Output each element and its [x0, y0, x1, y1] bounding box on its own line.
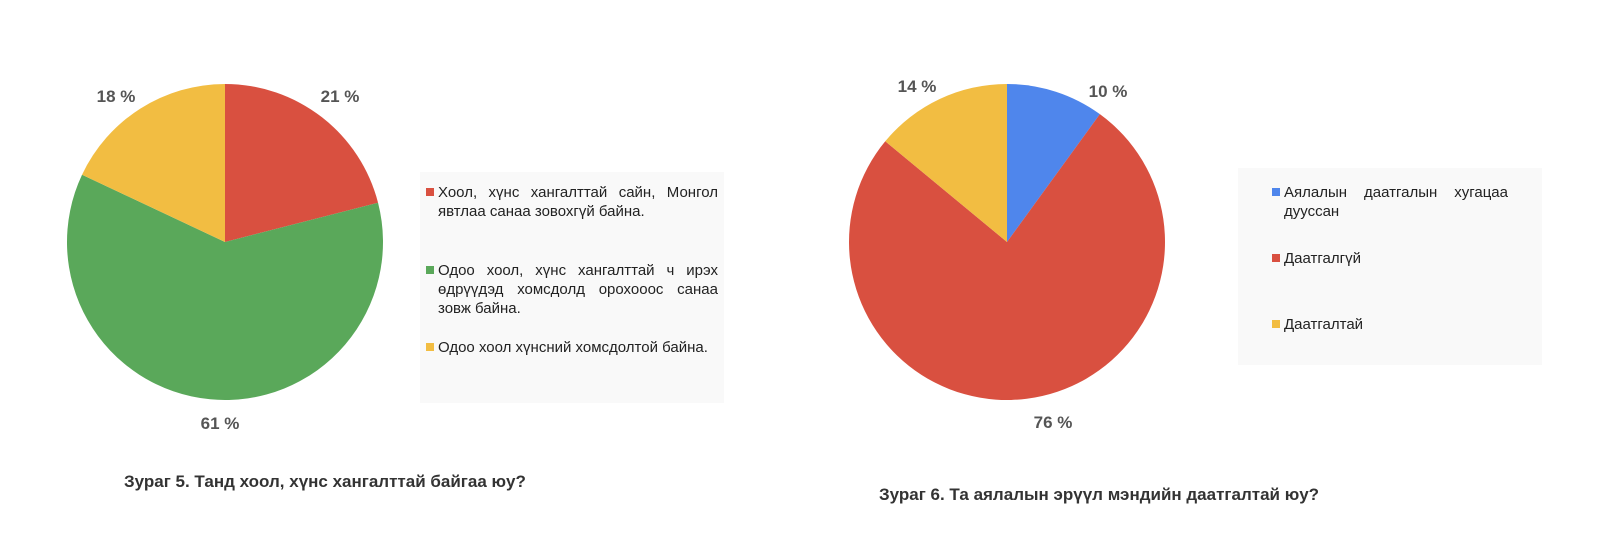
legend-swatch-insurance-1: [1272, 254, 1280, 262]
legend-label-food-2: Одоо хоол хүнсний хомсдолтой байна.: [438, 339, 708, 356]
pie-slice-insurance-1: [849, 114, 1165, 400]
legend-swatch-food-0: [426, 188, 434, 196]
legend-insurance: Аялалын даатгалын хугацаа дууссан Даатга…: [1238, 168, 1542, 365]
legend-item-food-0: Хоол, хүнс хангалттай сайн, Монгол явтла…: [426, 183, 718, 221]
legend-swatch-food-1: [426, 266, 434, 274]
chart-title-insurance: Зураг 6. Та аялалын эрүүл мэндийн даатга…: [879, 485, 1320, 504]
legend-label-insurance-1: Даатгалгүй: [1284, 250, 1361, 267]
pie-slice-insurance-0: [1007, 84, 1100, 242]
legend-item-insurance-2: Даатгалтай: [1272, 315, 1508, 334]
legend-label-insurance-2: Даатгалтай: [1284, 316, 1364, 333]
pie-slice-food-0: [225, 84, 379, 242]
pie-slice-food-2: [82, 84, 225, 242]
chart-title-food: Зураг 5. Танд хоол, хүнс хангалттай байг…: [124, 472, 526, 491]
data-label-food-0: 21 %: [321, 87, 360, 106]
pie-chart-food: 21 % 61 % 18 % Хоол, хүнс хангалттай сайн,…: [67, 84, 724, 491]
legend-label-food-1: Одоо хоол, хүнс хангалттай ч ирэх өдрүүд…: [438, 262, 718, 317]
legend-food: Хоол, хүнс хангалттай сайн, Монгол явтла…: [420, 172, 724, 403]
pie-chart-insurance: 10 % 76 % 14 % Аялалын даатгалын хугацаа д…: [800, 0, 1600, 547]
pie-slice-food-1: [67, 174, 383, 400]
legend-label-insurance-0: Аялалын даатгалын хугацаа дууссан: [1284, 184, 1508, 220]
legend-swatch-insurance-0: [1272, 188, 1280, 196]
legend-swatch-insurance-2: [1272, 320, 1280, 328]
data-label-food-2: 18 %: [97, 87, 136, 106]
pie-plot-food: 21 % 61 % 18 %: [67, 84, 383, 433]
data-label-food-1: 61 %: [201, 414, 240, 433]
legend-item-food-1: Одоо хоол, хүнс хангалттай ч ирэх өдрүүд…: [426, 261, 718, 318]
legend-item-food-2: Одоо хоол хүнсний хомсдолтой байна.: [426, 338, 718, 357]
data-label-insurance-2: 14 %: [898, 77, 937, 96]
data-label-insurance-1: 76 %: [1034, 413, 1073, 432]
legend-swatch-food-2: [426, 343, 434, 351]
pie-plot-insurance: 10 % 76 % 14 %: [849, 77, 1165, 432]
legend-label-food-0: Хоол, хүнс хангалттай сайн, Монгол явтла…: [438, 184, 718, 220]
data-label-insurance-0: 10 %: [1089, 82, 1128, 101]
pie-slice-insurance-2: [885, 84, 1007, 242]
legend-item-insurance-0: Аялалын даатгалын хугацаа дууссан: [1272, 183, 1508, 221]
legend-item-insurance-1: Даатгалгүй: [1272, 249, 1508, 268]
